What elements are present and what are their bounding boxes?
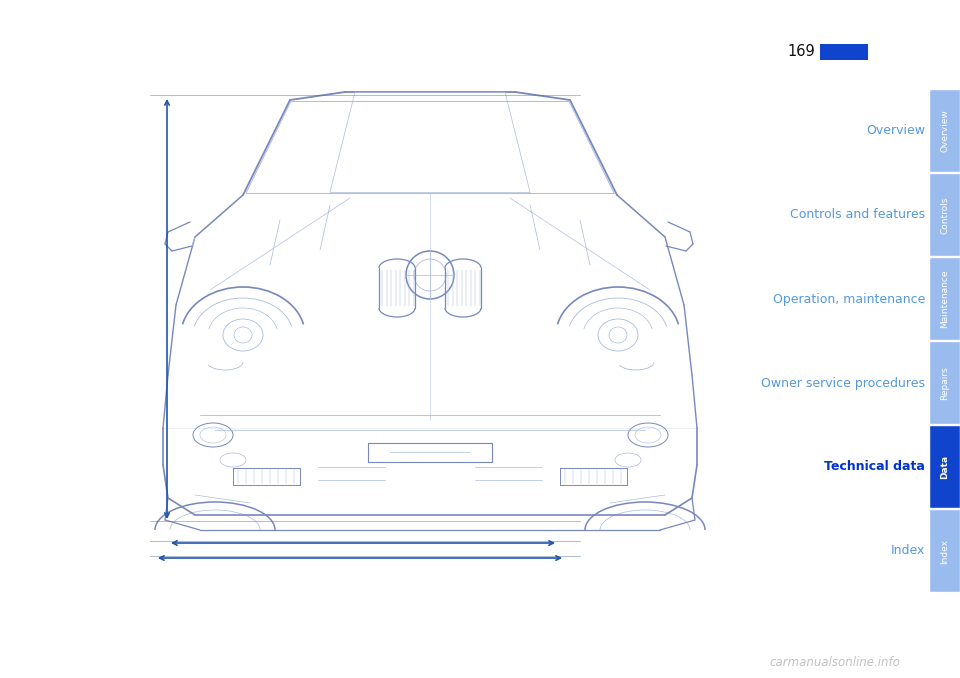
Text: Repairs: Repairs xyxy=(941,366,949,400)
Bar xyxy=(930,90,960,172)
Text: Controls: Controls xyxy=(941,197,949,234)
Text: Data: Data xyxy=(941,455,949,479)
Bar xyxy=(930,510,960,592)
Text: Maintenance: Maintenance xyxy=(941,270,949,328)
Text: carmanualsonline.info: carmanualsonline.info xyxy=(769,656,900,669)
Bar xyxy=(930,174,960,256)
Text: Operation, maintenance: Operation, maintenance xyxy=(773,292,925,306)
Text: Controls and features: Controls and features xyxy=(790,209,925,222)
Text: Index: Index xyxy=(891,544,925,557)
Text: Overview: Overview xyxy=(941,110,949,153)
Text: 169: 169 xyxy=(787,45,815,60)
Bar xyxy=(930,258,960,340)
Text: Index: Index xyxy=(941,538,949,563)
Text: Technical data: Technical data xyxy=(824,460,925,473)
Bar xyxy=(820,44,868,60)
Bar xyxy=(930,342,960,424)
Text: Overview: Overview xyxy=(866,125,925,138)
Text: Owner service procedures: Owner service procedures xyxy=(761,376,925,389)
Bar xyxy=(930,426,960,508)
